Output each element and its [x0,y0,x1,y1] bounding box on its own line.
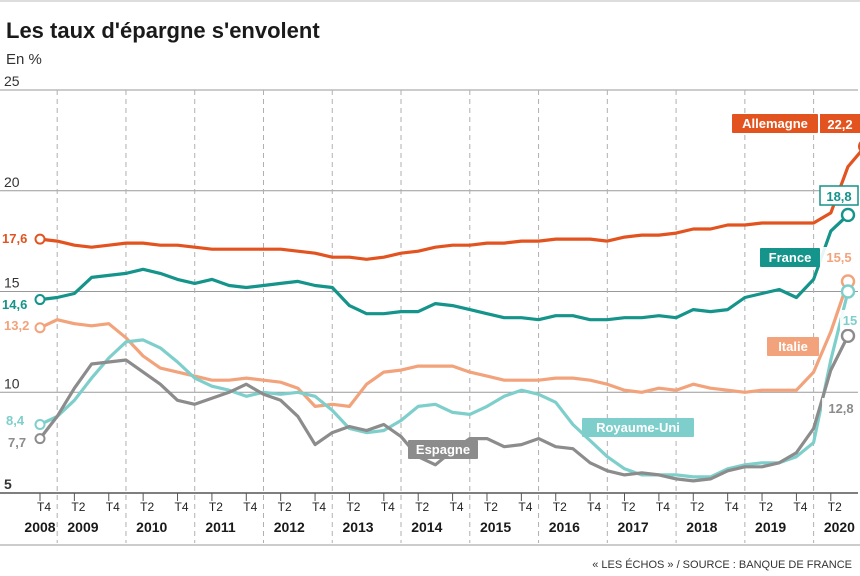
series-name-label: Espagne [416,442,470,457]
x-tick-label: T2 [278,500,292,514]
x-tick-label: T4 [175,500,189,514]
end-value-label: 22,2 [827,117,852,132]
chart-unit: En % [6,51,42,68]
grid: 5 10 15 20 25 [0,73,858,543]
start-point-marker [34,294,46,306]
end-value-backdrop [822,398,860,417]
x-tick-label: T2 [415,500,429,514]
x-tick-label: T4 [243,500,257,514]
y-tick-label: 20 [4,174,20,190]
year-label: 2019 [755,519,786,535]
series-line-allemagne [38,150,860,261]
year-label: 2015 [480,519,511,535]
x-tick-label: T4 [518,500,532,514]
x-tick-label: T4 [587,500,601,514]
start-value-label: 8,4 [6,413,25,428]
series-name-label: France [769,250,812,265]
start-point-marker [34,233,46,245]
end-value-label: 15 [843,313,857,328]
series-line-france [38,213,850,322]
y-tick-label: 10 [4,375,20,391]
x-tick-label: T4 [106,500,120,514]
year-label: 2018 [686,519,717,535]
end-value-box [819,185,859,206]
source-note: « LES ÉCHOS » / SOURCE : BANQUE DE FRANC… [592,558,852,571]
end-value-backdrop [820,247,858,266]
year-label: 2020 [824,519,855,535]
x-tick-label: T2 [828,500,842,514]
year-label: 2016 [549,519,580,535]
end-point-marker [840,328,856,344]
end-value-backdrop [840,310,860,329]
series-name-label: Italie [778,339,808,354]
start-value-label: 7,7 [8,435,26,450]
y-tick-label: 25 [4,73,20,89]
start-value-label: 13,2 [4,318,29,333]
x-tick-label: T4 [312,500,326,514]
series-name-box [582,418,694,437]
x-tick-label: T2 [140,500,154,514]
x-tick-label: T4 [656,500,670,514]
series-name-box [732,114,818,133]
series-lines [34,141,860,483]
x-tick-label: T4 [381,500,395,514]
year-label: 2008 [24,519,55,535]
x-tick-label: T4 [725,500,739,514]
x-tick-label: T4 [450,500,464,514]
y-tick-label: 5 [4,476,12,492]
series-name-box [408,440,478,459]
series-labels: 17,6 14,6 13,2 8,4 7,7 Allemagne France Italie R… [2,114,860,459]
x-tick-label: T4 [793,500,807,514]
start-point-marker [34,433,46,445]
start-value-label: 17,6 [2,231,27,246]
end-point-marker [840,207,856,223]
year-label: 2011 [205,519,236,535]
y-tick-label: 15 [4,275,20,291]
end-value-box [820,114,860,133]
start-point-marker [34,322,46,334]
end-value-label: 15,5 [826,250,851,265]
x-tick-label: T2 [346,500,360,514]
chart-title: Les taux d'épargne s'envolent [6,18,320,43]
end-point-marker [840,284,856,299]
x-tick-label: T2 [759,500,773,514]
x-tick-label: T2 [622,500,636,514]
start-point-marker [34,418,46,430]
end-value-label: 12,8 [828,401,853,416]
series-name-label: Allemagne [742,116,808,131]
start-value-label: 14,6 [2,297,27,312]
year-label: 2012 [274,519,305,535]
series-name-label: Royaume-Uni [596,420,680,435]
x-tick-label: T2 [209,500,223,514]
year-label: 2017 [618,519,649,535]
year-label: 2010 [136,519,167,535]
x-tick-label: T2 [553,500,567,514]
x-tick-label: T4 [37,500,51,514]
year-label: 2014 [411,519,442,535]
x-tick-label: T2 [484,500,498,514]
series-line-italie [38,279,850,408]
end-value-label: 18,8 [826,189,851,204]
x-tick-label: T2 [690,500,704,514]
x-tick-label: T2 [71,500,85,514]
series-name-box [767,337,819,356]
x-axis: T4 T2 T4 T2 T4 T2 T4 T2 T4 T2 T4 T2 T4 T2 T4 T2 T4 T2 T4 T2… [24,493,855,535]
year-label: 2009 [67,519,98,535]
year-label: 2013 [342,519,373,535]
series-name-box [760,248,820,267]
series-line-royaume-uni [38,289,850,479]
